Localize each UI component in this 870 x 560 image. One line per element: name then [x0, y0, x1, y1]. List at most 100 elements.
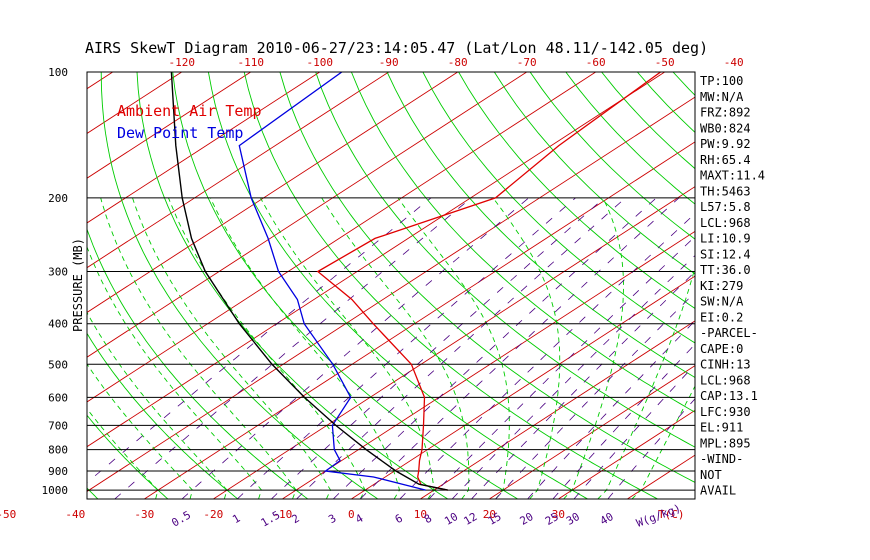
- moist-adiabat-line: [100, 197, 297, 499]
- top-temp-tick-label: -110: [237, 56, 264, 69]
- index-item: -PARCEL-: [700, 326, 758, 340]
- bottom-temp-tick-label: -50: [0, 508, 16, 521]
- dry-adiabat-line: [745, 72, 870, 499]
- top-temp-tick-label: -60: [586, 56, 606, 69]
- bottom-temp-tick-label: -20: [203, 508, 223, 521]
- mixing-ratio-label: 0.5: [169, 508, 193, 529]
- top-temp-tick-label: -90: [379, 56, 399, 69]
- isotherm-line: [351, 275, 695, 499]
- mixing-ratio-label: 15: [486, 510, 504, 528]
- mixing-ratio-labels: 0.5 1 1.5 2 3 4 6 8 10 12 15 20 25 30 40: [169, 508, 615, 529]
- mixing-ratio-line: [271, 197, 605, 499]
- isotherm-line: [213, 186, 695, 499]
- legend-dewpoint: Dew Point Temp: [117, 124, 243, 142]
- dry-adiabat-line: [350, 72, 695, 413]
- isotherm-line: [87, 72, 596, 403]
- y-axis-label: PRESSURE (MB): [71, 238, 85, 332]
- top-temp-tick-label: -40: [724, 56, 744, 69]
- mixing-ratio-line: [236, 197, 576, 499]
- pressure-tick-label: 200: [48, 192, 68, 205]
- index-item: NOT: [700, 468, 722, 482]
- mixing-ratio-label: 25: [543, 510, 561, 528]
- isotherm-line: [87, 72, 251, 179]
- bottom-temp-tick-label: 20: [483, 508, 496, 521]
- top-temp-tick-label: -100: [306, 56, 333, 69]
- dry-adiabat-line: [87, 332, 239, 499]
- bottom-temp-tick-label: 0: [348, 508, 355, 521]
- dewpoint-temp-line: [238, 72, 426, 491]
- mixing-ratio-line: [552, 343, 695, 499]
- mixing-ratio-line: [114, 197, 472, 499]
- index-item: CINH:13: [700, 358, 751, 372]
- index-item: CAPE:0: [700, 342, 743, 356]
- index-item: EI:0.2: [700, 310, 743, 324]
- moist-adiabat-line: [210, 197, 400, 499]
- mixing-ratio-label: 40: [598, 510, 616, 528]
- index-item: MAXT:11.4: [700, 169, 765, 183]
- dry-adiabat-line: [422, 72, 695, 344]
- index-item: TH:5463: [700, 184, 751, 198]
- mixing-ratio-line: [360, 197, 680, 499]
- mixing-ratio-label: 10: [442, 510, 460, 528]
- index-item: L57:5.8: [700, 200, 751, 214]
- index-item: WB0:824: [700, 121, 751, 135]
- moist-adiabat-line: [132, 197, 332, 499]
- dry-adiabat-line: [315, 72, 695, 448]
- index-item: RH:65.4: [700, 153, 751, 167]
- plot-area: [87, 72, 695, 499]
- isotherm-line: [87, 72, 527, 358]
- bottom-temp-tick-label: -40: [65, 508, 85, 521]
- x-axis-label: T(C): [658, 508, 685, 521]
- isotherm-line: [87, 72, 320, 224]
- index-item: MW:N/A: [700, 90, 744, 104]
- mixing-ratio-line: [451, 254, 695, 499]
- pressure-tick-label: 1000: [42, 484, 69, 497]
- mixing-ratio-label: 6: [393, 512, 405, 527]
- pressure-tick-label: 500: [48, 358, 68, 371]
- mixing-ratio-line: [399, 212, 695, 499]
- mixing-ratio-line: [428, 236, 695, 499]
- plot-frame: [86, 71, 696, 500]
- moist-adiabat-line: [87, 245, 263, 499]
- isotherm-line: [0, 72, 44, 499]
- ambient-temp-line: [316, 72, 661, 491]
- moist-adiabat-line: [492, 197, 561, 499]
- isotherm-line: [144, 141, 695, 499]
- index-item: EL:911: [700, 421, 743, 435]
- top-temp-tick-label: -50: [655, 56, 675, 69]
- legend-ambient: Ambient Air Temp: [117, 102, 262, 120]
- isotherm-line: [87, 72, 458, 313]
- mixing-ratio-line: [87, 197, 432, 484]
- mixing-ratio-label: 20: [518, 510, 536, 528]
- index-item: LI:10.9: [700, 232, 751, 246]
- bottom-temp-tick-label: 30: [552, 508, 565, 521]
- dry-adiabat-line: [493, 72, 695, 275]
- dry-adiabat-line: [87, 414, 169, 499]
- chart-title: AIRS SkewT Diagram 2010-06-27/23:14:05.4…: [85, 39, 708, 57]
- mixing-ratio-label: 30: [564, 510, 582, 528]
- index-item: SW:N/A: [700, 295, 744, 309]
- dry-adiabat-line: [458, 72, 695, 309]
- index-item: FRZ:892: [700, 106, 751, 120]
- isotherm-line: [489, 365, 695, 499]
- pressure-tick-label: 100: [48, 66, 68, 79]
- dry-adiabat-line: [386, 72, 695, 379]
- mixing-ratio-label: 4: [353, 511, 366, 526]
- isotherm-line: [420, 320, 695, 499]
- pressure-tick-label: 600: [48, 391, 68, 404]
- dry-adiabat-line: [0, 72, 28, 499]
- pressure-tick-label: 800: [48, 444, 68, 457]
- mixing-ratio-label: 2: [290, 512, 302, 527]
- isotherm-line: [558, 409, 695, 499]
- pressure-tick-label: 900: [48, 465, 68, 478]
- sounding-series: [170, 72, 661, 491]
- dry-adiabat-line: [136, 72, 449, 499]
- parcel-line: [170, 72, 448, 491]
- index-item: -WIND-: [700, 452, 743, 466]
- top-temp-tick-labels: -120 -110 -100 -90 -80 -70 -60 -50 -40: [168, 56, 743, 69]
- index-item: AVAIL: [700, 484, 736, 498]
- dry-adiabat-line: [780, 72, 870, 499]
- dry-adiabat-line: [816, 72, 870, 499]
